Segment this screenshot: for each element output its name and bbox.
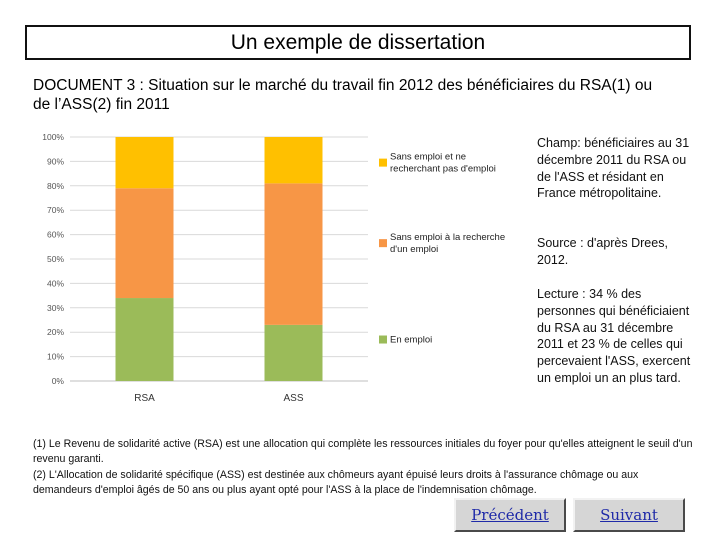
footnote-ass: (2) L'Allocation de solidarité spécifiqu…: [33, 468, 639, 497]
y-tick-label: 60%: [47, 230, 64, 240]
y-tick-label: 40%: [47, 278, 64, 288]
y-tick-label: 20%: [47, 327, 64, 337]
bar-segment: [264, 324, 323, 381]
legend-label: En emploi: [390, 335, 432, 346]
y-tick-label: 0%: [52, 376, 65, 386]
legend-swatch: [379, 335, 387, 344]
y-tick-label: 10%: [47, 352, 64, 362]
source-note: Source : d'après Drees, 2012.: [537, 236, 668, 267]
stacked-bar-chart: 0% 10% 20% 30% 40% 50% 60% 70% 80% 90% 100% RSA ASS E…: [36, 128, 531, 408]
y-tick-label: 30%: [47, 303, 64, 313]
y-tick-label: 80%: [47, 181, 64, 191]
slide-title-text: Un exemple de dissertation: [230, 30, 486, 54]
legend-label: Sans emploi et ne: [390, 152, 466, 163]
previous-button[interactable]: Précédent: [454, 498, 566, 532]
slide-title: Un exemple de dissertation: [25, 25, 691, 60]
bar-segment: [115, 137, 174, 189]
footnotes: (1) Le Revenu de solidarité active (RSA)…: [33, 437, 693, 499]
y-tick-label: 90%: [47, 156, 64, 166]
legend-label: d'un emploi: [390, 244, 438, 255]
y-tick-label: 100%: [42, 132, 64, 142]
document-title: DOCUMENT 3 : Situation sur le marché du …: [33, 77, 653, 113]
lecture-note: Lecture : 34 % des personnes qui bénéfic…: [537, 287, 691, 385]
bar-segment: [115, 298, 174, 381]
y-tick-label: 70%: [47, 205, 64, 215]
y-tick-label: 50%: [47, 254, 64, 264]
next-button[interactable]: Suivant: [573, 498, 685, 532]
legend-label: recherchant pas d'emploi: [390, 164, 496, 175]
legend-label: Sans emploi à la recherche: [390, 232, 505, 243]
footnote-rsa: (1) Le Revenu de solidarité active (RSA)…: [33, 438, 693, 466]
legend-swatch: [379, 158, 387, 167]
bar-segment: [115, 188, 174, 299]
x-tick-label: ASS: [283, 393, 303, 404]
bar-segment: [264, 183, 323, 325]
champ-note: Champ: bénéficiaires au 31 décembre 2011…: [537, 136, 690, 201]
bar-segment: [264, 137, 323, 184]
chart-svg: 0% 10% 20% 30% 40% 50% 60% 70% 80% 90% 100% RSA ASS E…: [42, 132, 505, 404]
x-tick-label: RSA: [134, 393, 155, 404]
legend-swatch: [379, 239, 387, 248]
